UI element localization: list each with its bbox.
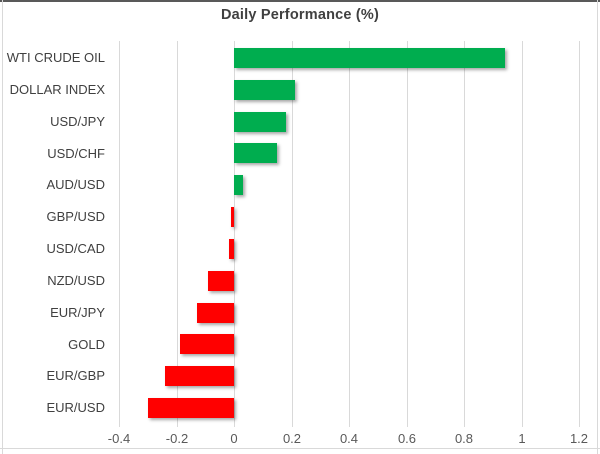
bar-gold [179, 334, 235, 355]
category-label-eur-gbp: EUR/GBP [46, 368, 105, 384]
x-tick-label-0.2: 0.2 [282, 431, 302, 446]
gridline-0.8 [464, 41, 465, 427]
gridline-0.2 [292, 41, 293, 427]
category-label-wti-crude-oil: WTI CRUDE OIL [6, 50, 105, 65]
x-tick-label--0.4: -0.4 [107, 431, 131, 446]
gridline--0.4 [119, 41, 120, 427]
x-tick-label-0.8: 0.8 [454, 431, 474, 446]
category-label-eur-jpy: EUR/JPY [50, 304, 105, 320]
gridline-0.4 [349, 41, 350, 427]
card-left-border [2, 0, 3, 454]
bar-eur-jpy [196, 302, 235, 323]
x-tick-label-1.2: 1.2 [569, 431, 589, 446]
category-label-usd-jpy: USD/JPY [50, 113, 105, 129]
category-label-usd-chf: USD/CHF [47, 145, 105, 161]
bar-usd-jpy [234, 111, 287, 132]
bar-usd-chf [234, 143, 278, 164]
x-tick-label--0.2: -0.2 [165, 431, 189, 446]
card-bottom-border [0, 448, 600, 449]
category-label-gold: GOLD [68, 336, 105, 352]
category-label-aud-usd: AUD/USD [46, 177, 105, 193]
bar-eur-usd [148, 398, 235, 419]
bar-dollar-index [234, 79, 295, 100]
x-tick-label-0.4: 0.4 [339, 431, 359, 446]
gridline-1.2 [579, 41, 580, 427]
bar-eur-gbp [165, 366, 235, 387]
gridline--0.2 [177, 41, 178, 427]
category-label-eur-usd: EUR/USD [46, 400, 105, 416]
category-label-usd-cad: USD/CAD [46, 241, 105, 256]
chart-title: Daily Performance (%) [220, 7, 380, 23]
gridline-0 [234, 41, 235, 427]
bar-usd-cad [228, 238, 235, 259]
bar-nzd-usd [208, 270, 235, 291]
bar-gbp-usd [231, 207, 235, 228]
category-label-gbp-usd: GBP/USD [46, 209, 105, 225]
gridline-0.6 [407, 41, 408, 427]
bar-aud-usd [234, 175, 243, 196]
x-tick-label-0: 0 [230, 431, 238, 446]
gridline-1 [522, 41, 523, 427]
card-right-border [597, 0, 598, 454]
card-top-border [0, 0, 600, 2]
category-label-nzd-usd: NZD/USD [47, 272, 105, 288]
category-label-dollar-index: DOLLAR INDEX [9, 81, 105, 97]
x-tick-label-1: 1 [518, 431, 526, 446]
bar-wti-crude-oil [234, 47, 505, 68]
x-tick-label-0.6: 0.6 [397, 431, 417, 446]
